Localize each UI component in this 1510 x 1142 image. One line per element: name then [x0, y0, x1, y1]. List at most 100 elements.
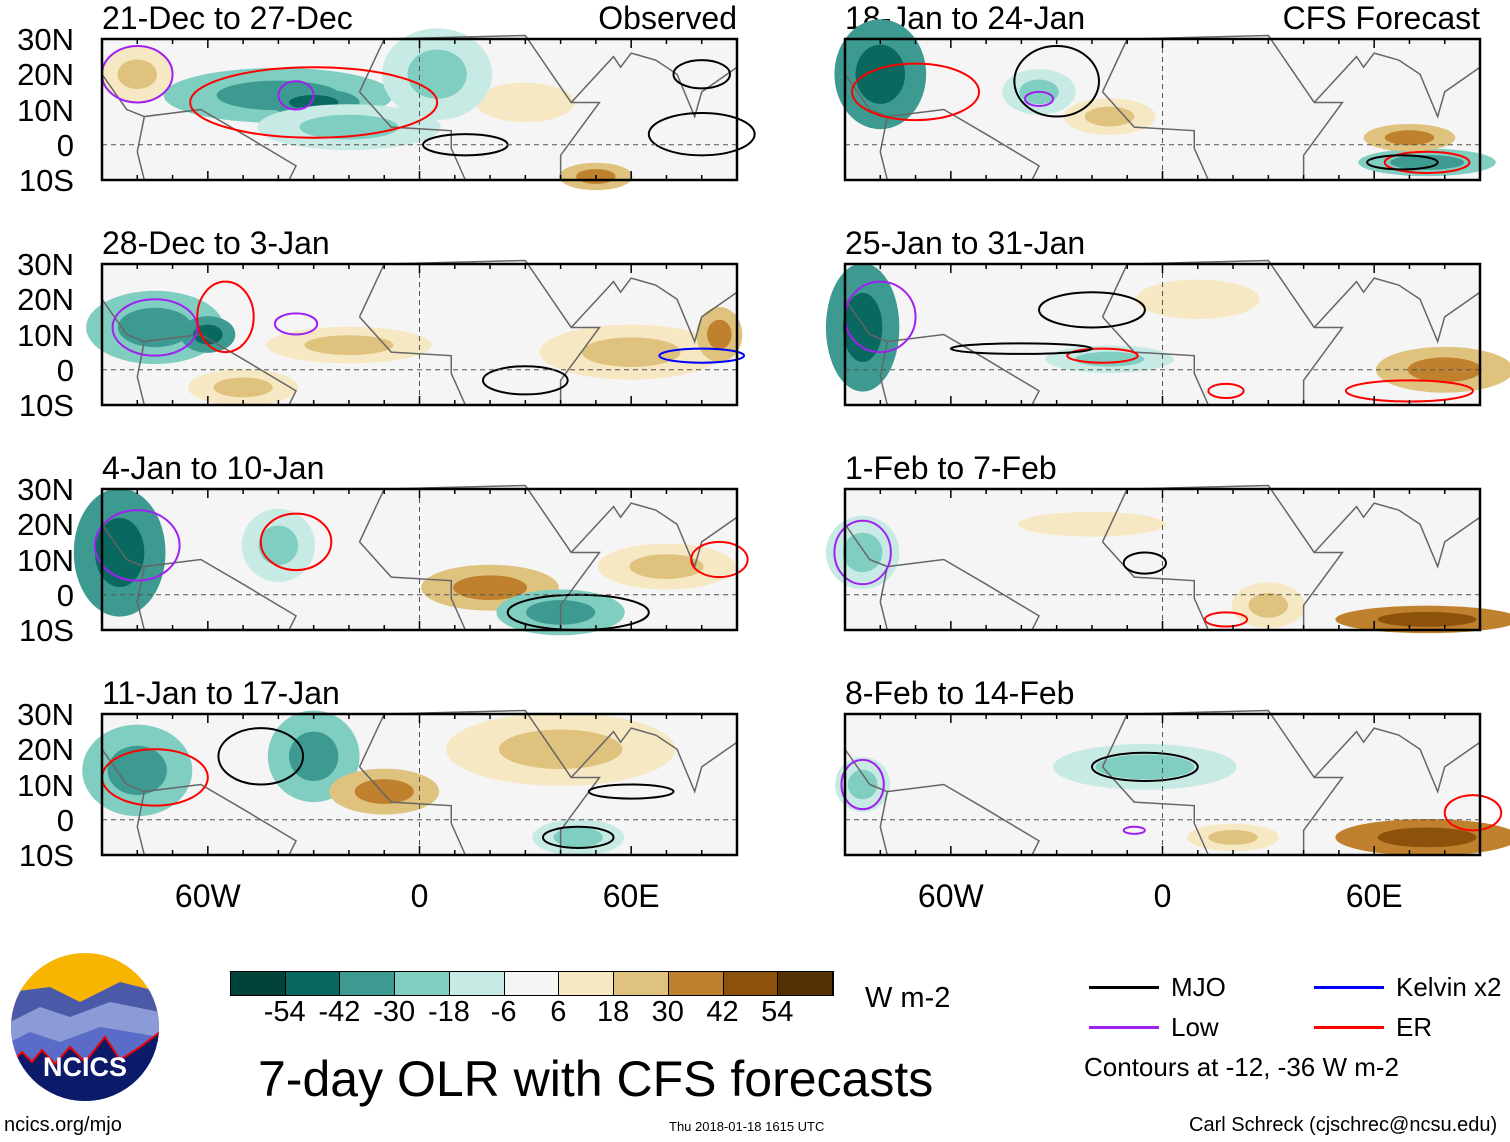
lon-tick-label: 60E [602, 878, 660, 914]
panel-title: 21-Dec to 27-Dec [102, 0, 353, 36]
lon-tick-label: 60W [917, 878, 984, 914]
olr-anomaly-core [1377, 612, 1477, 627]
lat-tick-label: 10S [18, 838, 74, 873]
footer-timestamp: Thu 2018-01-18 1615 UTC [669, 1119, 825, 1134]
colorbar-tick-label: 42 [706, 996, 739, 1028]
olr-anomaly-core [1136, 279, 1260, 319]
footer-url[interactable]: ncics.org/mjo [4, 1114, 122, 1136]
colorbar-swatch [668, 972, 724, 995]
olr-anomaly-core [288, 731, 339, 781]
wave-contour [658, 347, 746, 364]
lat-tick-label: 20N [17, 282, 74, 318]
olr-anomaly-core [1390, 154, 1465, 170]
olr-anomaly-core [1095, 754, 1195, 780]
wave-contour [647, 112, 756, 157]
wave-contour [840, 758, 885, 811]
wave-contour [833, 519, 892, 586]
lon-tick-label: 0 [410, 878, 429, 914]
legend-line-kelvin-x2 [1314, 986, 1384, 989]
coastline [101, 52, 738, 181]
map-panel [835, 709, 1510, 857]
olr-anomaly-core [1017, 511, 1167, 537]
map-panel [100, 28, 756, 191]
lat-tick-label: 10N [17, 542, 74, 578]
wave-contour [259, 512, 333, 572]
figure-title: 7-day OLR with CFS forecasts [258, 1051, 934, 1107]
olr-anomaly-core [1248, 592, 1289, 618]
colorbar-swatch [449, 972, 505, 995]
wave-contour [1066, 347, 1139, 364]
olr-anomaly-core [258, 525, 299, 566]
colorbar-tick-label: -18 [427, 996, 470, 1028]
olr-anomaly-core [304, 335, 394, 355]
colorbar-swatch [285, 972, 341, 995]
panel-title: 28-Dec to 3-Jan [102, 225, 330, 261]
lat-tick-label: 0 [56, 802, 74, 838]
legend-line-er [1314, 1026, 1384, 1029]
legend-line-mjo [1089, 986, 1159, 989]
wave-contour [949, 342, 1093, 355]
wave-contour [1443, 794, 1503, 832]
colorbar-swatch [231, 972, 286, 995]
colorbar-tick-label: -6 [490, 996, 517, 1028]
wave-contour [277, 80, 315, 111]
panel-title: 1-Feb to 7-Feb [845, 450, 1057, 486]
legend-label: Kelvin x2 [1396, 972, 1502, 1002]
colorbar-swatch [559, 972, 615, 995]
lat-tick-label: 20N [17, 732, 74, 768]
lat-tick-label: 20N [17, 57, 74, 93]
coastline [844, 52, 1481, 181]
olr-anomaly-core [847, 769, 878, 800]
olr-anomaly-core [475, 82, 575, 123]
lat-tick-label: 20N [17, 507, 74, 543]
wave-contour [1383, 150, 1471, 174]
lat-tick-label: 30N [17, 697, 74, 732]
olr-anomaly-core [1407, 357, 1482, 383]
lat-tick-label: 10N [17, 317, 74, 353]
column-label: Observed [598, 0, 737, 36]
coastline [101, 727, 738, 856]
wave-contour [217, 727, 305, 786]
colorbar-swatch [614, 972, 669, 995]
wave-contour [196, 280, 255, 354]
wave-contour [690, 540, 749, 579]
olr-anomaly-core [117, 59, 158, 90]
wave-contour [111, 298, 199, 357]
olr-anomaly-core [407, 49, 467, 99]
wave-contour [541, 825, 615, 849]
lat-tick-label: 30N [17, 247, 74, 282]
wave-contour [1122, 551, 1168, 575]
wave-contour [1090, 751, 1199, 782]
lat-tick-label: 10S [18, 613, 74, 648]
legend-label: Low [1171, 1012, 1219, 1042]
wave-contour [1366, 154, 1439, 171]
wave-contour [1207, 382, 1245, 399]
wave-contour [1122, 825, 1146, 835]
olr-anomaly-core [213, 377, 273, 398]
footer-author: Carl Schreck (cjschrec@ncsu.edu) [1189, 1114, 1498, 1136]
panel-title: 25-Jan to 31-Jan [845, 225, 1086, 261]
wave-contour [1023, 90, 1055, 107]
legend-label: ER [1396, 1012, 1433, 1042]
lat-tick-label: 10S [18, 388, 74, 423]
lat-tick-label: 30N [17, 472, 74, 507]
map-panel [86, 259, 746, 407]
olr-anomaly-core [1208, 829, 1258, 845]
lat-tick-label: 0 [56, 352, 74, 388]
panel-title: 8-Feb to 14-Feb [845, 675, 1075, 711]
colorbar-swatch [340, 972, 396, 995]
map-panel [73, 484, 749, 636]
colorbar-swatch [395, 972, 450, 995]
colorbar-tick-label: 6 [550, 996, 567, 1028]
wave-contour [672, 59, 731, 90]
wave-contour [587, 783, 675, 800]
coastline [844, 727, 1481, 856]
panel-title: 11-Jan to 17-Jan [102, 675, 340, 711]
contour-note: Contours at -12, -36 W m-2 [1084, 1052, 1399, 1082]
column-label: CFS Forecast [1282, 0, 1480, 36]
lat-tick-label: 30N [17, 22, 74, 57]
wave-contour [273, 312, 319, 336]
colorbar-swatch [778, 972, 834, 995]
wave-contour [482, 365, 569, 396]
map-panel [82, 709, 739, 857]
